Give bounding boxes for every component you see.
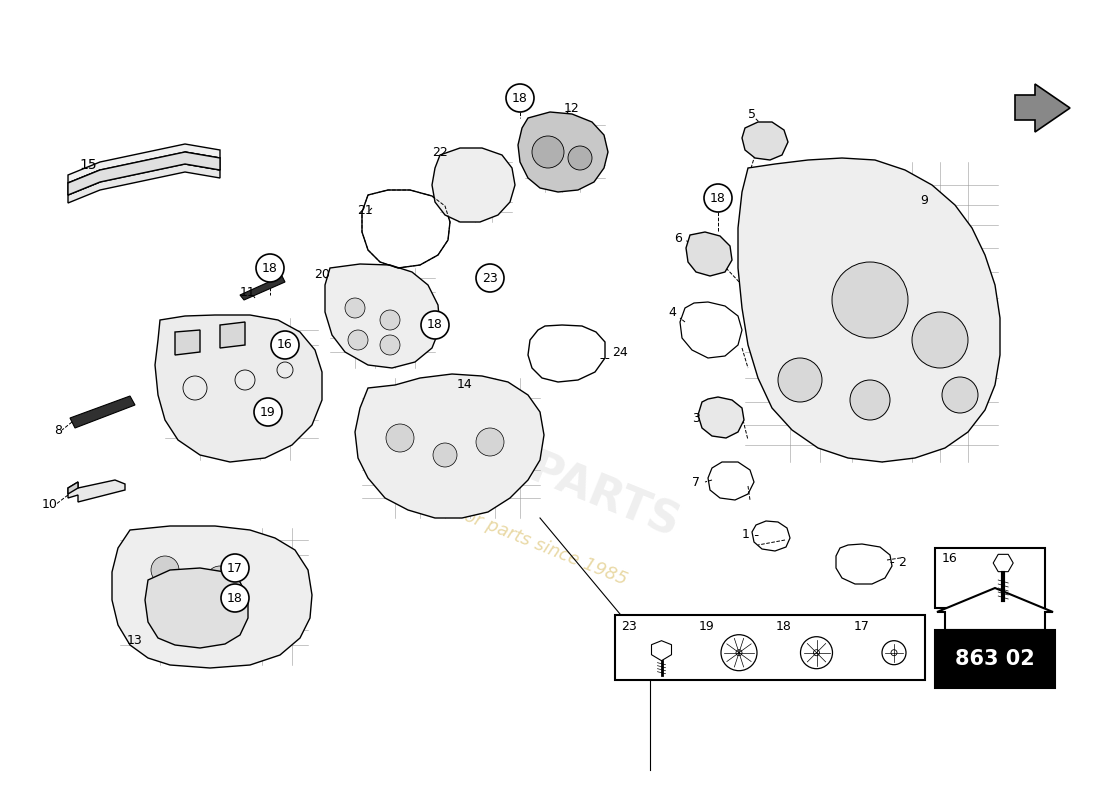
- Polygon shape: [1015, 84, 1070, 132]
- Polygon shape: [738, 158, 1000, 462]
- Circle shape: [704, 184, 732, 212]
- Circle shape: [832, 262, 908, 338]
- Circle shape: [476, 428, 504, 456]
- Polygon shape: [70, 396, 135, 428]
- Text: 16: 16: [277, 338, 293, 351]
- Circle shape: [345, 298, 365, 318]
- Text: 13: 13: [128, 634, 143, 646]
- Polygon shape: [742, 122, 788, 160]
- Text: 8: 8: [54, 423, 62, 437]
- Circle shape: [532, 136, 564, 168]
- Text: 19: 19: [260, 406, 276, 418]
- Circle shape: [421, 311, 449, 339]
- Circle shape: [386, 424, 414, 452]
- Circle shape: [506, 84, 534, 112]
- Polygon shape: [220, 322, 245, 348]
- Polygon shape: [68, 152, 220, 195]
- Polygon shape: [518, 112, 608, 192]
- Circle shape: [942, 377, 978, 413]
- Text: 19: 19: [698, 621, 714, 634]
- Circle shape: [256, 254, 284, 282]
- Polygon shape: [68, 480, 125, 502]
- Text: 24: 24: [612, 346, 628, 358]
- Text: 9: 9: [920, 194, 928, 206]
- Polygon shape: [112, 526, 312, 668]
- Circle shape: [348, 330, 369, 350]
- Text: 18: 18: [427, 318, 443, 331]
- Text: a passion for parts since 1985: a passion for parts since 1985: [371, 470, 629, 590]
- FancyBboxPatch shape: [935, 548, 1045, 608]
- Circle shape: [433, 443, 456, 467]
- Circle shape: [379, 310, 400, 330]
- Text: 18: 18: [513, 91, 528, 105]
- Text: 14: 14: [458, 378, 473, 391]
- Circle shape: [912, 312, 968, 368]
- Text: 22: 22: [432, 146, 448, 158]
- Text: 16: 16: [942, 551, 958, 565]
- Circle shape: [271, 331, 299, 359]
- Circle shape: [154, 606, 182, 634]
- Polygon shape: [155, 315, 322, 462]
- Text: 2: 2: [898, 555, 906, 569]
- Text: 17: 17: [854, 621, 869, 634]
- FancyBboxPatch shape: [935, 630, 1055, 688]
- Text: 1: 1: [742, 529, 750, 542]
- Circle shape: [778, 358, 822, 402]
- Text: 11: 11: [240, 286, 256, 298]
- Polygon shape: [175, 330, 200, 355]
- Circle shape: [568, 146, 592, 170]
- Text: 12: 12: [564, 102, 580, 114]
- Circle shape: [476, 264, 504, 292]
- Text: GullisPARTS: GullisPARTS: [394, 394, 686, 546]
- Polygon shape: [185, 152, 220, 170]
- Text: 18: 18: [262, 262, 278, 274]
- Text: 17: 17: [227, 562, 243, 574]
- Polygon shape: [698, 397, 744, 438]
- Polygon shape: [432, 148, 515, 222]
- Circle shape: [850, 380, 890, 420]
- Text: 21: 21: [358, 203, 373, 217]
- Polygon shape: [145, 568, 248, 648]
- Text: 4: 4: [668, 306, 676, 318]
- Polygon shape: [68, 164, 220, 203]
- Text: 3: 3: [692, 411, 700, 425]
- Text: 863 02: 863 02: [955, 649, 1035, 669]
- Text: 18: 18: [227, 591, 243, 605]
- Text: 20: 20: [315, 269, 330, 282]
- Polygon shape: [68, 144, 220, 183]
- FancyBboxPatch shape: [615, 615, 925, 680]
- Circle shape: [221, 584, 249, 612]
- Polygon shape: [68, 170, 100, 195]
- Polygon shape: [355, 374, 544, 518]
- Polygon shape: [68, 482, 78, 494]
- Polygon shape: [240, 276, 285, 300]
- Circle shape: [379, 335, 400, 355]
- Circle shape: [151, 556, 179, 584]
- Text: 10: 10: [42, 498, 58, 511]
- Circle shape: [204, 614, 232, 642]
- Text: 5: 5: [748, 109, 756, 122]
- Circle shape: [221, 554, 249, 582]
- Text: 7: 7: [692, 475, 700, 489]
- Text: 23: 23: [482, 271, 498, 285]
- Polygon shape: [937, 588, 1053, 630]
- Text: 15: 15: [79, 158, 97, 172]
- Polygon shape: [324, 264, 440, 368]
- Text: 23: 23: [621, 621, 637, 634]
- Text: 6: 6: [674, 231, 682, 245]
- Polygon shape: [686, 232, 732, 276]
- Text: 18: 18: [711, 191, 726, 205]
- Circle shape: [206, 566, 234, 594]
- Text: 18: 18: [776, 621, 792, 634]
- Circle shape: [254, 398, 282, 426]
